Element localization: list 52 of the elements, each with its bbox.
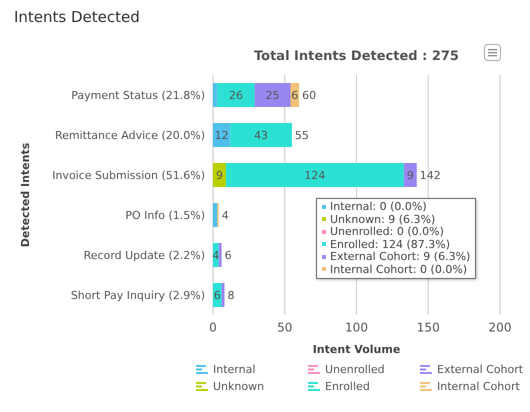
total-label: 142 — [420, 169, 441, 182]
annotation: External Cohort: 9 (6.3%) — [329, 250, 470, 264]
bar — [404, 163, 417, 187]
bar — [213, 163, 226, 187]
legend-label: Internal — [212, 363, 256, 376]
y-axis-title: Detected Intents — [18, 142, 32, 248]
legend-label: Unenrolled — [324, 363, 385, 376]
bar — [213, 83, 218, 107]
annotation: Enrolled: 124 (87.3%) — [329, 238, 452, 251]
x-tick-label: 50 — [277, 320, 292, 335]
annotation: Unenrolled: 0 (0.0%) — [329, 225, 445, 238]
bar — [226, 163, 404, 187]
x-tick-label: 200 — [488, 320, 512, 335]
data-label: 124 — [304, 169, 326, 182]
total-label: 6 — [224, 249, 232, 262]
annotation: Internal: 0 (0.0%) — [329, 200, 428, 214]
total-label: 60 — [302, 89, 316, 102]
data-label: 6 — [291, 89, 298, 102]
total-label: 4 — [222, 209, 229, 222]
bar — [230, 123, 292, 147]
y-tick-label: Record Update (2.2%) — [84, 248, 205, 262]
bar — [218, 243, 222, 267]
data-label: 9 — [406, 169, 414, 182]
total-label: 55 — [294, 129, 309, 142]
bar — [254, 83, 290, 107]
legend-label: Internal Cohort — [436, 380, 520, 393]
y-tick-label: Remittance Advice (20.0%) — [54, 128, 205, 142]
data-label: 43 — [254, 129, 268, 142]
x-tick-label: 150 — [416, 320, 440, 335]
bar — [217, 83, 255, 107]
y-tick-label: PO Info (1.5%) — [125, 208, 205, 222]
data-label: 9 — [216, 169, 223, 182]
total-label: 8 — [227, 289, 234, 302]
bar — [222, 283, 224, 307]
bar — [213, 203, 218, 227]
data-label: 26 — [228, 89, 243, 102]
data-label: 25 — [266, 89, 280, 102]
data-label: 6 — [214, 289, 221, 302]
y-tick-label: Short Pay Inquiry (2.9%) — [70, 288, 205, 302]
legend-label: Enrolled — [324, 380, 370, 393]
x-tick-label: 0 — [209, 320, 217, 335]
annotation: Unknown: 9 (6.3%) — [329, 212, 436, 226]
annotation: Internal Cohort: 0 (0.0%) — [329, 262, 468, 276]
y-tick-label: Payment Status (21.8%) — [71, 88, 205, 102]
legend-label: External Cohort — [436, 363, 524, 376]
x-axis-title: Intent Volume — [312, 343, 400, 356]
x-tick-label: 100 — [345, 320, 368, 335]
chart-subtitle: Total Intents Detected : 275 — [253, 49, 460, 64]
text: Intents Detected — [14, 8, 140, 26]
data-label: 12 — [214, 129, 229, 142]
legend-label: Unknown — [212, 380, 264, 393]
y-tick-label: Invoice Submission (51.6%) — [52, 168, 205, 182]
